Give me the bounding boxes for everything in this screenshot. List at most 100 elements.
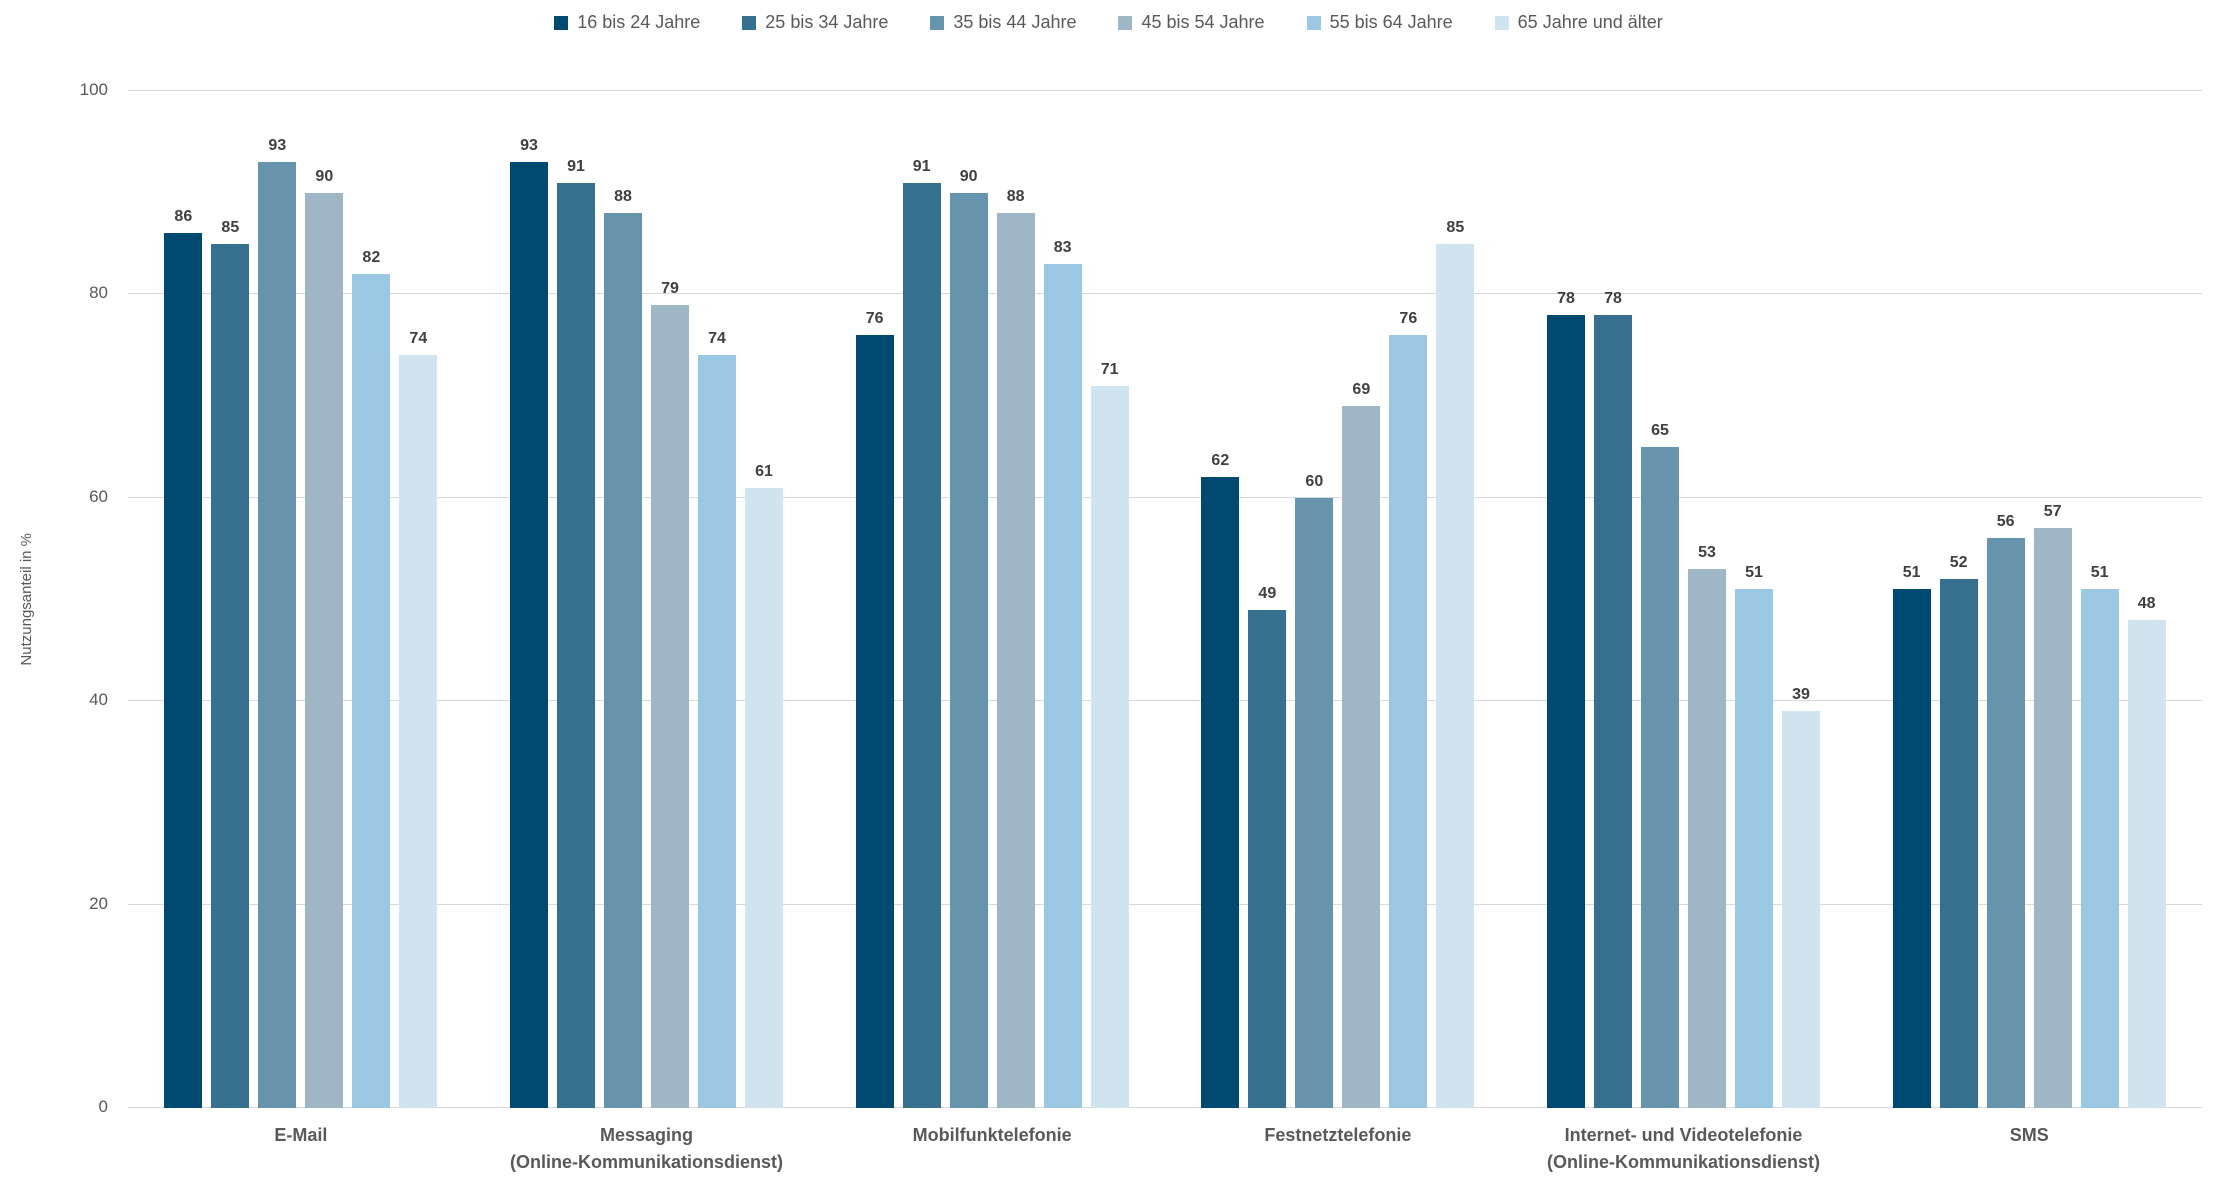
legend-swatch-icon	[930, 15, 945, 30]
bar-65-jahre-und-lter	[1436, 243, 1475, 1108]
y-axis-title: Nutzungsanteil in %	[18, 533, 35, 666]
x-category-label-line1: Internet- und Videotelefonie	[1564, 1125, 1803, 1145]
bar-45-bis-54-jahre	[305, 192, 344, 1108]
x-category-label: Messaging (Online-Kommunikationsdienst)	[474, 1122, 820, 1176]
legend-swatch-icon	[1118, 15, 1133, 30]
chart-legend: 16 bis 24 Jahre 25 bis 34 Jahre 35 bis 44 …	[0, 12, 2217, 33]
bar-column: 82	[352, 91, 391, 1108]
legend-item-2: 25 bis 34 Jahre	[742, 12, 888, 33]
bar-45-bis-54-jahre	[2033, 528, 2072, 1108]
y-tick-label: 40	[89, 690, 108, 710]
y-tick-label: 60	[89, 486, 108, 506]
legend-swatch-icon	[554, 15, 569, 30]
bar-value-label: 51	[1902, 564, 1921, 582]
bar-35-bis-44-jahre	[1295, 497, 1334, 1108]
bar-column: 69	[1342, 91, 1381, 1108]
bar-55-bis-64-jahre	[352, 274, 391, 1108]
y-tick-label: 100	[79, 80, 108, 99]
bar-column: 83	[1043, 91, 1082, 1108]
bar-column: 90	[949, 91, 988, 1108]
bar-16-bis-24-jahre	[1546, 314, 1585, 1108]
bar-25-bis-34-jahre	[1939, 579, 1978, 1108]
bar-value-label: 82	[362, 249, 381, 267]
bar-55-bis-64-jahre	[697, 355, 736, 1108]
bar-value-label: 93	[268, 137, 287, 155]
bar-group-3: 76 91 90 88 83 71	[819, 91, 1165, 1108]
bar-35-bis-44-jahre	[603, 213, 642, 1108]
bar-column: 93	[509, 91, 548, 1108]
legend-item-3: 35 bis 44 Jahre	[930, 12, 1076, 33]
bar-value-label: 93	[520, 137, 538, 155]
bar-value-label: 60	[1305, 472, 1324, 490]
bar-column: 51	[1892, 91, 1931, 1108]
plot-area: 0 20 40 60 80 100 86 85 93 90 82 74 93 91 88 79 74 61 76 91…	[80, 80, 2202, 1116]
bar-35-bis-44-jahre	[1986, 538, 2025, 1108]
bar-45-bis-54-jahre	[1342, 406, 1381, 1108]
legend-label: 25 bis 34 Jahre	[765, 12, 889, 32]
bar-column: 88	[996, 91, 1035, 1108]
bar-45-bis-54-jahre	[1687, 569, 1726, 1108]
bar-35-bis-44-jahre	[1640, 446, 1679, 1108]
gridline-40	[128, 700, 2202, 702]
x-axis-labels: E-Mail Messaging (Online-Kommunikationsdie…	[128, 1122, 2202, 1176]
bar-column: 93	[258, 91, 297, 1108]
bar-value-label: 62	[1211, 452, 1230, 470]
bar-value-label: 83	[1053, 238, 1072, 256]
bar-value-label: 48	[2137, 594, 2156, 612]
legend-label: 45 bis 54 Jahre	[1141, 12, 1265, 32]
legend-item-1: 16 bis 24 Jahre	[554, 12, 700, 33]
bar-column: 51	[1734, 91, 1773, 1108]
x-category-label-line1: SMS	[2009, 1125, 2049, 1145]
bar-column: 91	[902, 91, 941, 1108]
bar-value-label: 91	[567, 157, 585, 175]
bar-column: 48	[2127, 91, 2166, 1108]
y-tick-label: 20	[89, 893, 108, 913]
bar-value-label: 53	[1698, 544, 1716, 561]
bar-value-label: 69	[1352, 381, 1371, 399]
x-category-label-line2: (Online-Kommunikationsdienst)	[1547, 1152, 1821, 1172]
bar-value-label: 51	[1745, 564, 1763, 582]
bar-column: 51	[2080, 91, 2119, 1108]
bar-35-bis-44-jahre	[949, 192, 988, 1108]
gridline-20	[128, 903, 2202, 905]
bar-column: 60	[1295, 91, 1334, 1108]
x-category-label-line1: Mobilfunktelefonie	[912, 1125, 1072, 1145]
x-category-label: Mobilfunktelefonie	[819, 1122, 1165, 1176]
bar-35-bis-44-jahre	[258, 162, 297, 1108]
legend-item-6: 65 Jahre und älter	[1494, 12, 1663, 33]
x-category-label-line1: E-Mail	[274, 1125, 328, 1145]
bar-column: 57	[2033, 91, 2072, 1108]
gridline-100	[128, 90, 2202, 91]
bar-value-label: 86	[174, 208, 193, 226]
bar-column: 56	[1986, 91, 2025, 1108]
bar-25-bis-34-jahre	[211, 243, 250, 1108]
bar-column: 86	[164, 91, 203, 1108]
bar-value-label: 78	[1604, 289, 1622, 307]
bar-column: 49	[1248, 91, 1287, 1108]
bar-group-6: 51 52 56 57 51 48	[1856, 91, 2202, 1108]
gridline-0	[128, 1107, 2202, 1108]
x-category-label-line2: (Online-Kommunikationsdienst)	[510, 1152, 784, 1172]
bar-value-label: 85	[1446, 218, 1465, 236]
bar-value-label: 76	[865, 310, 884, 328]
x-category-label-line1: Festnetztelefonie	[1264, 1125, 1412, 1145]
legend-swatch-icon	[1494, 15, 1509, 30]
bar-column: 85	[1436, 91, 1475, 1108]
bar-value-label: 61	[755, 462, 773, 480]
gridline-80	[128, 293, 2202, 295]
bar-group-5: 78 78 65 53 51 39	[1511, 91, 1857, 1108]
legend-label: 65 Jahre und älter	[1517, 12, 1663, 32]
bar-group-1: 86 85 93 90 82 74	[128, 91, 474, 1108]
bar-65-jahre-und-lter	[2127, 619, 2166, 1108]
bar-55-bis-64-jahre	[1043, 263, 1082, 1108]
bar-column: 62	[1201, 91, 1240, 1108]
legend-label: 35 bis 44 Jahre	[953, 12, 1077, 32]
bar-65-jahre-und-lter	[1090, 385, 1129, 1108]
bar-column: 78	[1593, 91, 1632, 1108]
x-category-label: Festnetztelefonie	[1165, 1122, 1511, 1176]
bar-group-2: 93 91 88 79 74 61	[474, 91, 820, 1108]
bar-column: 39	[1781, 91, 1820, 1108]
bar-value-label: 74	[409, 330, 428, 348]
bar-value-label: 51	[2090, 564, 2109, 582]
